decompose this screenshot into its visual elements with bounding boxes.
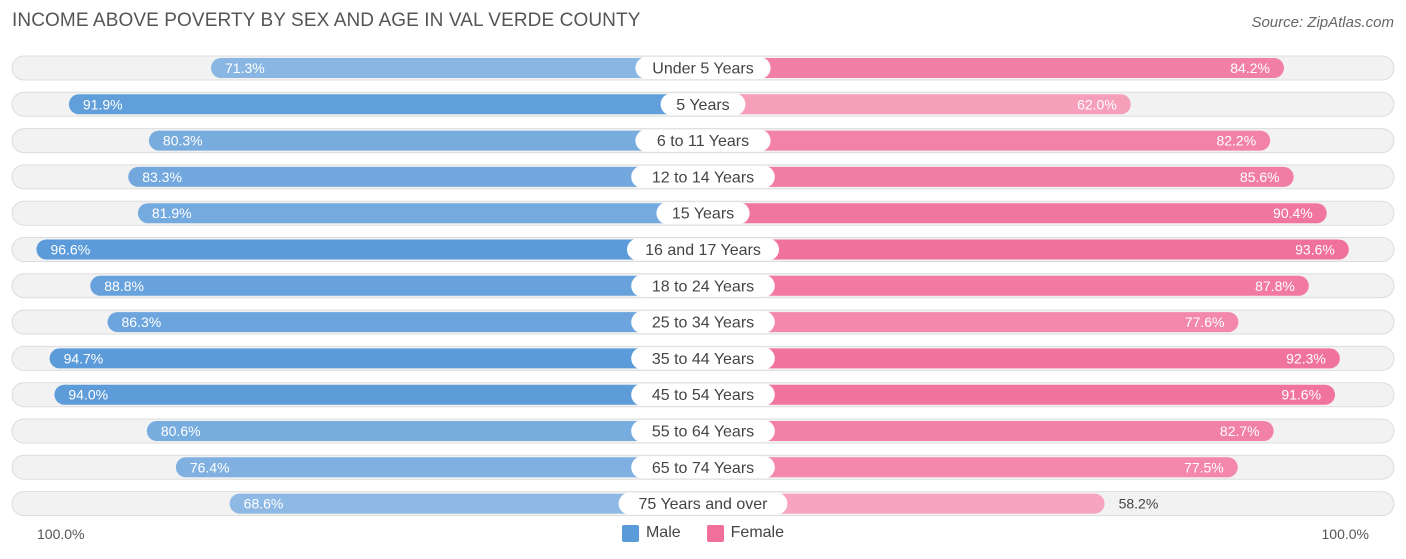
male-bar[interactable] bbox=[146, 421, 704, 441]
category-label: 55 to 64 Years bbox=[652, 424, 754, 441]
category-pill bbox=[656, 202, 750, 225]
female-bar[interactable] bbox=[703, 421, 1274, 441]
source-label: Source: ZipAtlas.com bbox=[1251, 14, 1394, 31]
axis-right-label: 100.0% bbox=[1321, 526, 1369, 542]
category-label: 18 to 24 Years bbox=[652, 278, 754, 295]
category-pill bbox=[635, 129, 771, 152]
female-value-label: 77.6% bbox=[1185, 314, 1225, 330]
male-value-label: 88.8% bbox=[104, 278, 144, 294]
female-bar[interactable] bbox=[703, 166, 1294, 187]
category-label: Under 5 Years bbox=[652, 61, 753, 78]
category-label: 65 to 74 Years bbox=[652, 460, 754, 477]
male-bar[interactable] bbox=[68, 94, 703, 115]
legend: Male Female bbox=[0, 524, 1406, 542]
legend-item-female[interactable]: Female bbox=[706, 524, 785, 542]
category-pill bbox=[631, 420, 775, 442]
male-value-label: 76.4% bbox=[190, 459, 230, 475]
category-label: 15 Years bbox=[672, 206, 734, 223]
female-bar[interactable] bbox=[703, 348, 1340, 369]
male-value-label: 81.9% bbox=[152, 205, 192, 221]
female-value-label: 92.3% bbox=[1286, 350, 1326, 366]
male-value-label: 91.9% bbox=[83, 96, 123, 112]
male-bar[interactable] bbox=[175, 457, 704, 478]
female-value-label: 58.2% bbox=[1119, 496, 1159, 512]
male-bar[interactable] bbox=[49, 348, 703, 369]
category-label: 25 to 34 Years bbox=[652, 315, 754, 332]
male-bar[interactable] bbox=[137, 203, 703, 224]
legend-item-male[interactable]: Male bbox=[621, 524, 681, 542]
male-value-label: 71.3% bbox=[225, 60, 265, 76]
male-bar[interactable] bbox=[229, 493, 703, 514]
female-bar[interactable] bbox=[703, 94, 1131, 115]
category-pill bbox=[631, 274, 775, 297]
male-swatch bbox=[621, 524, 639, 542]
female-bar[interactable] bbox=[703, 203, 1327, 224]
chart-title: INCOME ABOVE POVERTY BY SEX AND AGE IN V… bbox=[12, 10, 641, 31]
male-value-label: 68.6% bbox=[244, 496, 284, 512]
category-label: 16 and 17 Years bbox=[645, 242, 761, 259]
category-label: 75 Years and over bbox=[639, 496, 769, 513]
legend-female-label: Female bbox=[730, 524, 785, 541]
female-value-label: 90.4% bbox=[1273, 205, 1313, 221]
male-value-label: 80.6% bbox=[161, 423, 201, 439]
female-value-label: 82.7% bbox=[1220, 423, 1260, 439]
category-pill bbox=[631, 347, 775, 370]
male-value-label: 96.6% bbox=[50, 242, 90, 258]
female-value-label: 87.8% bbox=[1255, 278, 1295, 294]
category-pill bbox=[631, 311, 775, 334]
category-pill bbox=[618, 492, 788, 515]
legend-male-label: Male bbox=[645, 524, 681, 541]
male-bar[interactable] bbox=[107, 312, 703, 333]
female-value-label: 93.6% bbox=[1295, 242, 1335, 258]
category-label: 35 to 44 Years bbox=[652, 351, 754, 368]
bar-chart: 71.3% 84.2% Under 5 Years 91.9% 62.0% 5 Years… bbox=[11, 55, 1395, 517]
category-pill bbox=[660, 93, 746, 116]
category-pill bbox=[635, 57, 771, 79]
category-pill bbox=[631, 456, 775, 479]
female-bar[interactable] bbox=[703, 384, 1336, 405]
category-label: 6 to 11 Years bbox=[657, 133, 749, 150]
category-label: 45 to 54 Years bbox=[652, 387, 754, 404]
male-value-label: 83.3% bbox=[142, 169, 182, 185]
male-bar[interactable] bbox=[128, 166, 704, 187]
female-bar[interactable] bbox=[703, 130, 1271, 151]
category-pill bbox=[631, 165, 775, 188]
female-value-label: 62.0% bbox=[1077, 96, 1117, 112]
female-bar[interactable] bbox=[703, 312, 1239, 333]
male-value-label: 80.3% bbox=[163, 133, 203, 149]
category-label: 12 to 14 Years bbox=[652, 169, 754, 186]
male-value-label: 94.7% bbox=[64, 350, 104, 366]
category-pill bbox=[631, 383, 775, 406]
male-bar[interactable] bbox=[148, 130, 703, 151]
female-bar[interactable] bbox=[703, 457, 1238, 478]
female-value-label: 82.2% bbox=[1216, 133, 1256, 149]
male-value-label: 86.3% bbox=[122, 314, 162, 330]
female-swatch bbox=[706, 524, 724, 542]
female-bar[interactable] bbox=[703, 275, 1309, 296]
male-bar[interactable] bbox=[54, 384, 703, 405]
male-bar[interactable] bbox=[211, 58, 703, 78]
female-value-label: 77.5% bbox=[1184, 459, 1224, 475]
female-bar[interactable] bbox=[703, 493, 1105, 514]
category-pill bbox=[627, 238, 779, 261]
male-value-label: 94.0% bbox=[68, 387, 108, 403]
axis-left-label: 100.0% bbox=[37, 526, 85, 542]
female-value-label: 85.6% bbox=[1240, 169, 1280, 185]
female-value-label: 91.6% bbox=[1281, 387, 1321, 403]
male-bar[interactable] bbox=[36, 239, 703, 260]
male-bar[interactable] bbox=[90, 275, 703, 296]
female-value-label: 84.2% bbox=[1230, 60, 1270, 76]
female-bar[interactable] bbox=[703, 239, 1349, 260]
female-bar[interactable] bbox=[703, 58, 1284, 78]
category-label: 5 Years bbox=[676, 97, 729, 114]
